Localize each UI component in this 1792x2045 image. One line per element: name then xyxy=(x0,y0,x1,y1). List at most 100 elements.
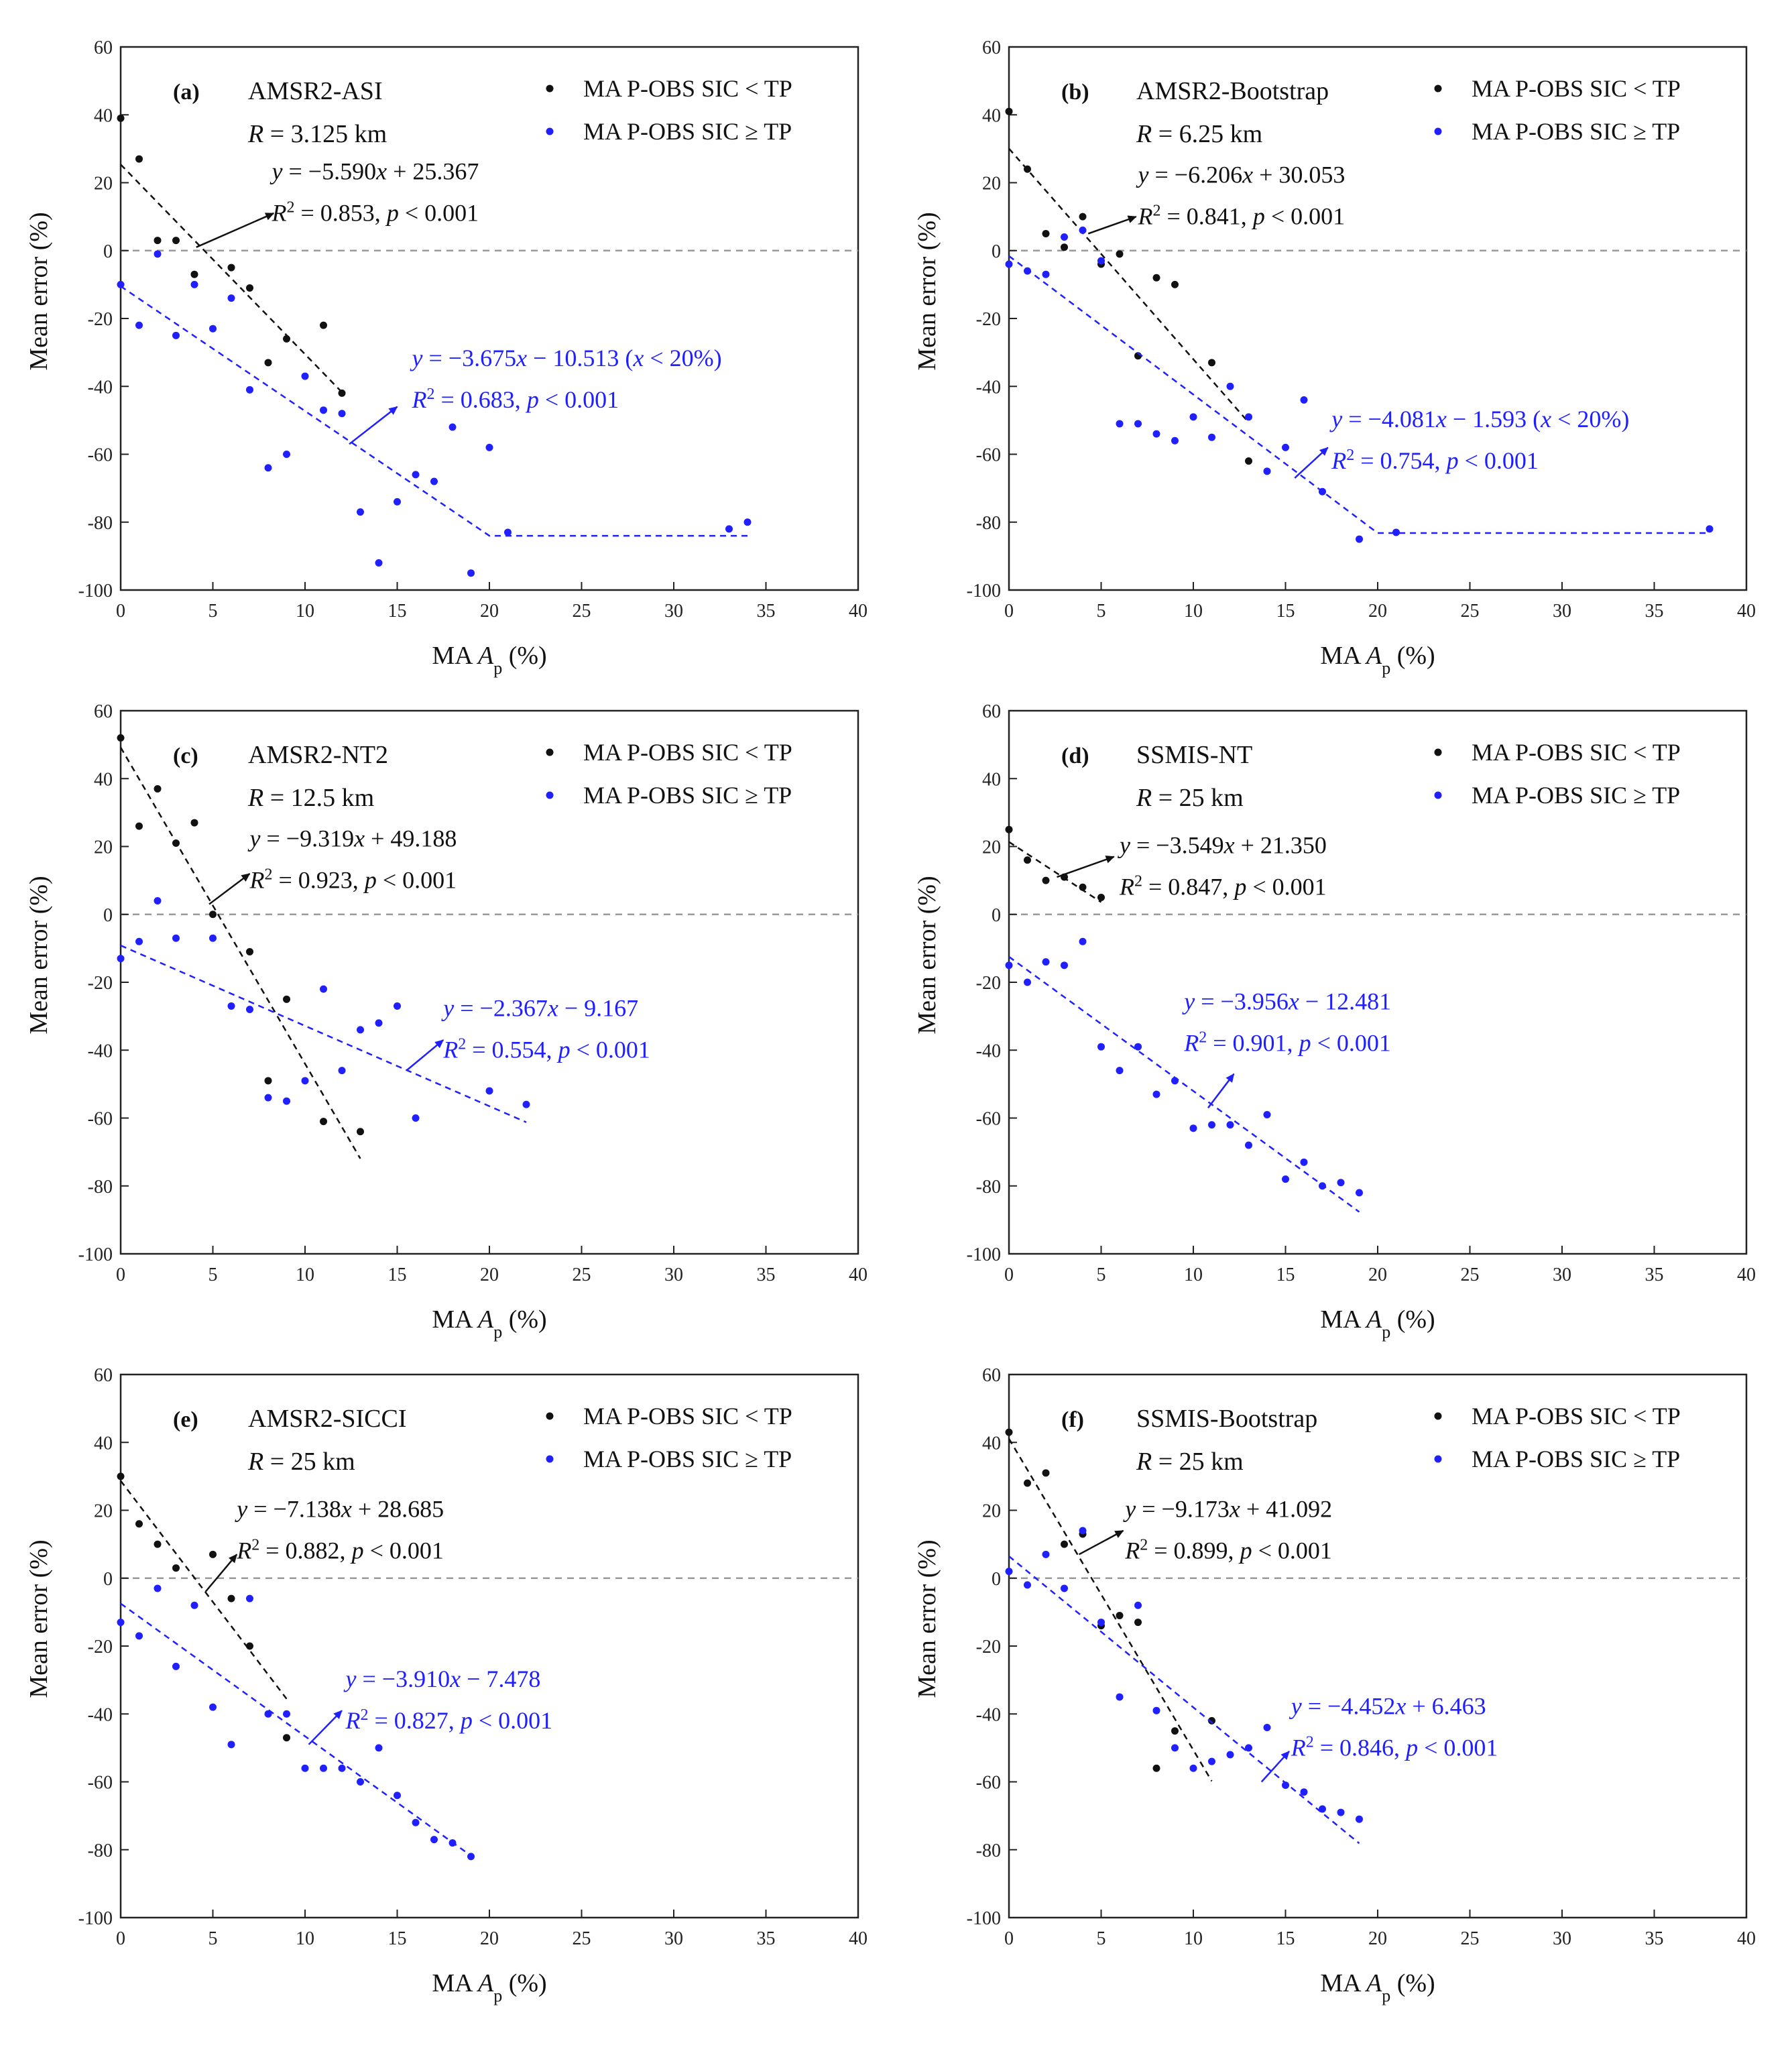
data-point xyxy=(1152,1764,1160,1772)
data-point xyxy=(1005,107,1013,115)
y-tick-label: 0 xyxy=(103,905,113,926)
data-point xyxy=(1226,1121,1234,1129)
equation-arrow xyxy=(204,1554,238,1592)
data-point xyxy=(135,1632,143,1640)
legend-marker xyxy=(1434,84,1442,93)
data-point xyxy=(1061,1540,1068,1548)
y-tick-label: -40 xyxy=(88,1041,113,1061)
y-axis-label: Mean error (%) xyxy=(25,212,53,370)
y-tick-label: 40 xyxy=(94,769,113,790)
y-axis-label: Mean error (%) xyxy=(25,876,53,1034)
resolution-label: R = 12.5 km xyxy=(247,784,374,812)
panel-a: 0 5 10 15 20 25 30 35 40 60 40 20 0 -20 -40 -60 -80 -100 M… xyxy=(25,38,868,678)
equation-arrow xyxy=(208,873,251,905)
x-tick-label: 5 xyxy=(1097,1928,1106,1949)
panel-title: AMSR2-SICCI xyxy=(248,1405,407,1433)
regression-equation: y = −3.910x − 7.478 xyxy=(344,1666,541,1692)
data-point xyxy=(135,822,143,830)
data-point xyxy=(1337,1179,1345,1187)
resolution-label: R = 6.25 km xyxy=(1136,120,1262,148)
x-tick-label: 5 xyxy=(208,601,218,622)
y-tick-label: -80 xyxy=(976,513,1001,534)
data-point xyxy=(227,294,235,302)
data-point xyxy=(725,525,733,533)
panel-label: (e) xyxy=(173,1407,198,1432)
y-axis-label: Mean error (%) xyxy=(913,876,941,1034)
x-tick-label: 5 xyxy=(1097,601,1106,622)
data-point xyxy=(117,114,125,122)
data-point xyxy=(1208,1757,1215,1765)
data-point xyxy=(1042,1469,1050,1477)
x-tick-label: 30 xyxy=(1553,601,1571,622)
y-tick-label: 20 xyxy=(94,837,113,858)
regression-equation: y = −3.549x + 21.350 xyxy=(1118,832,1327,859)
data-point xyxy=(135,321,143,329)
data-point xyxy=(1300,396,1308,404)
y-tick-label: -20 xyxy=(976,973,1001,994)
data-point xyxy=(1005,1568,1013,1576)
x-tick-label: 35 xyxy=(1645,601,1664,622)
data-point xyxy=(1356,535,1363,543)
data-point xyxy=(172,1662,180,1670)
data-point xyxy=(264,1094,272,1102)
equation-arrow xyxy=(308,1710,343,1745)
y-tick-label: 40 xyxy=(94,1433,113,1454)
data-point xyxy=(522,1100,530,1108)
data-point xyxy=(357,1026,364,1034)
data-point xyxy=(172,839,180,847)
data-point xyxy=(394,1792,401,1800)
fit-line xyxy=(119,747,361,1159)
y-axis-label: Mean error (%) xyxy=(25,1539,53,1698)
y-tick-label: -60 xyxy=(976,1109,1001,1130)
legend-marker xyxy=(546,84,554,93)
y-tick-label: -100 xyxy=(967,581,1001,601)
regression-equation: y = −5.590x + 25.367 xyxy=(270,158,479,184)
data-point xyxy=(1706,525,1714,533)
fit-line xyxy=(120,285,748,537)
panel-title: AMSR2-ASI xyxy=(248,77,383,105)
legend-marker xyxy=(1434,1412,1442,1420)
y-tick-label: -80 xyxy=(88,1177,113,1197)
data-point xyxy=(117,280,125,288)
x-tick-label: 0 xyxy=(1004,1265,1014,1285)
y-tick-label: -100 xyxy=(78,1908,113,1929)
data-point xyxy=(320,985,327,993)
x-tick-label: 30 xyxy=(664,601,683,622)
data-point xyxy=(135,155,143,163)
data-point xyxy=(1134,1043,1142,1051)
data-point xyxy=(1005,260,1013,268)
x-axis-label: MA Ap (%) xyxy=(1320,1305,1435,1342)
legend-label: MA P-OBS SIC < TP xyxy=(1472,1403,1681,1429)
regression-stats: R2 = 0.554, p < 0.001 xyxy=(442,1036,650,1063)
data-point xyxy=(1061,243,1068,251)
data-point xyxy=(1282,1175,1289,1183)
y-tick-label: 0 xyxy=(992,905,1001,926)
data-point xyxy=(1005,825,1013,833)
equation-arrow xyxy=(1087,215,1137,235)
data-point xyxy=(209,1703,217,1711)
data-point xyxy=(1079,937,1087,945)
x-tick-label: 10 xyxy=(1184,1265,1203,1285)
data-point xyxy=(1005,1428,1013,1436)
data-point xyxy=(1061,233,1068,241)
x-tick-label: 10 xyxy=(1184,1928,1203,1949)
y-tick-label: 0 xyxy=(992,1569,1001,1590)
data-point xyxy=(1356,1189,1363,1197)
x-tick-label: 25 xyxy=(1461,601,1480,622)
y-tick-label: -100 xyxy=(78,581,113,601)
data-point xyxy=(1208,1121,1215,1129)
regression-equation: y = −2.367x − 9.167 xyxy=(441,995,638,1022)
y-tick-label: -60 xyxy=(88,1773,113,1794)
regression-equation: y = −4.081x − 1.593 (x < 20%) xyxy=(1329,406,1629,432)
data-point xyxy=(1392,528,1400,536)
data-point xyxy=(504,528,512,536)
data-point xyxy=(1134,1601,1142,1609)
resolution-label: R = 25 km xyxy=(1136,1448,1244,1476)
data-point xyxy=(1097,1619,1105,1627)
data-point xyxy=(1245,1141,1252,1149)
x-tick-label: 20 xyxy=(480,601,499,622)
data-point xyxy=(1097,1043,1105,1051)
data-point xyxy=(283,995,290,1003)
data-point xyxy=(227,264,235,272)
data-point xyxy=(1300,1158,1308,1166)
